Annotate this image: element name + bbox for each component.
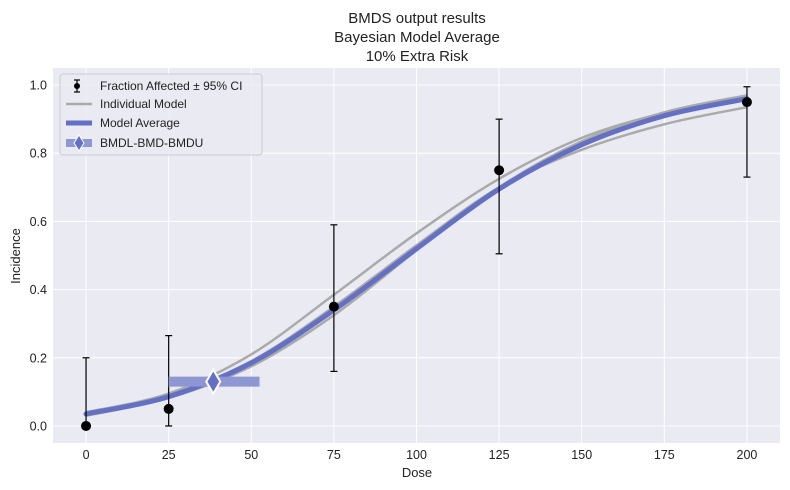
legend-label-individual-model: Individual Model [100,97,187,111]
chart-title-line-1: BMDS output results [348,10,486,27]
y-tick-labels: 0.0 0.2 0.4 0.6 0.8 1.0 [30,79,47,434]
model-average-line [83,96,750,417]
x-tick-label: 25 [162,448,176,462]
y-tick-label: 0.6 [30,215,47,229]
y-tick-label: 1.0 [30,79,47,93]
model-average-curve [83,96,750,417]
data-point [81,420,92,431]
legend-label-model-average: Model Average [100,116,180,130]
legend-bmd-icon [66,134,92,152]
observed-points [81,86,752,431]
legend-label-bmd: BMDL-BMD-BMDU [100,136,203,150]
chart-title: BMDS output results Bayesian Model Avera… [334,10,500,65]
data-point [163,403,174,414]
x-tick-label: 150 [571,448,592,462]
data-point [328,301,339,312]
data-point [494,165,505,176]
legend-label-observed: Fraction Affected ± 95% CI [100,79,242,93]
chart-title-line-3: 10% Extra Risk [366,48,469,65]
x-tick-label: 200 [737,448,758,462]
x-tick-label: 100 [406,448,427,462]
x-tick-label: 175 [654,448,675,462]
bmd-marker [168,367,260,396]
chart-title-line-2: Bayesian Model Average [334,29,500,46]
x-tick-labels: 0 25 50 75 100 125 150 175 200 [83,448,758,462]
y-tick-label: 0.4 [30,283,47,297]
y-tick-label: 0.0 [30,419,47,433]
legend-errorbar-icon [74,79,80,93]
x-axis-label: Dose [402,465,432,480]
y-tick-label: 0.8 [30,147,47,161]
legend-box [59,73,263,156]
data-point [741,97,752,108]
bmd-diamond [205,367,222,396]
x-tick-label: 50 [244,448,258,462]
y-tick-label: 0.2 [30,351,47,365]
legend: Fraction Affected ± 95% CI Individual Mo… [59,73,263,156]
x-tick-label: 75 [327,448,341,462]
y-axis-label: Incidence [8,228,23,284]
x-tick-label: 125 [489,448,510,462]
x-tick-label: 0 [83,448,90,462]
